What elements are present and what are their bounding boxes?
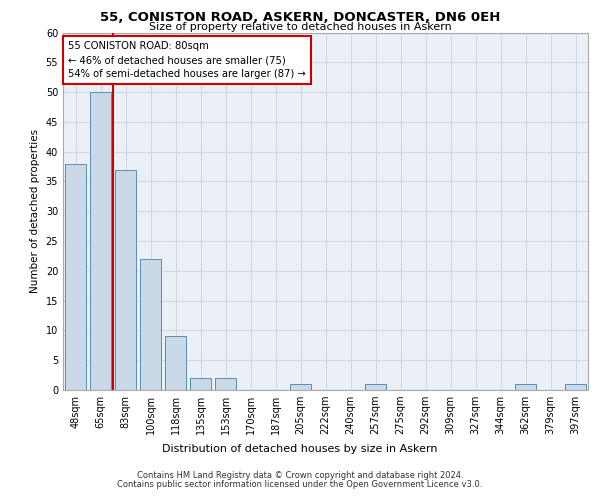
- Text: 55 CONISTON ROAD: 80sqm
← 46% of detached houses are smaller (75)
54% of semi-de: 55 CONISTON ROAD: 80sqm ← 46% of detache…: [68, 42, 306, 80]
- Bar: [115, 170, 136, 390]
- Text: 55, CONISTON ROAD, ASKERN, DONCASTER, DN6 0EH: 55, CONISTON ROAD, ASKERN, DONCASTER, DN…: [100, 11, 500, 24]
- Bar: [365, 384, 386, 390]
- Bar: [515, 384, 536, 390]
- Bar: [190, 378, 211, 390]
- Text: Contains public sector information licensed under the Open Government Licence v3: Contains public sector information licen…: [118, 480, 482, 489]
- Text: Contains HM Land Registry data © Crown copyright and database right 2024.: Contains HM Land Registry data © Crown c…: [137, 471, 463, 480]
- Bar: [565, 384, 586, 390]
- Bar: [140, 259, 161, 390]
- Bar: [90, 92, 111, 390]
- Bar: [215, 378, 236, 390]
- Bar: [165, 336, 186, 390]
- Text: Size of property relative to detached houses in Askern: Size of property relative to detached ho…: [149, 22, 451, 32]
- Bar: [65, 164, 86, 390]
- Y-axis label: Number of detached properties: Number of detached properties: [30, 129, 40, 294]
- Text: Distribution of detached houses by size in Askern: Distribution of detached houses by size …: [162, 444, 438, 454]
- Bar: [290, 384, 311, 390]
